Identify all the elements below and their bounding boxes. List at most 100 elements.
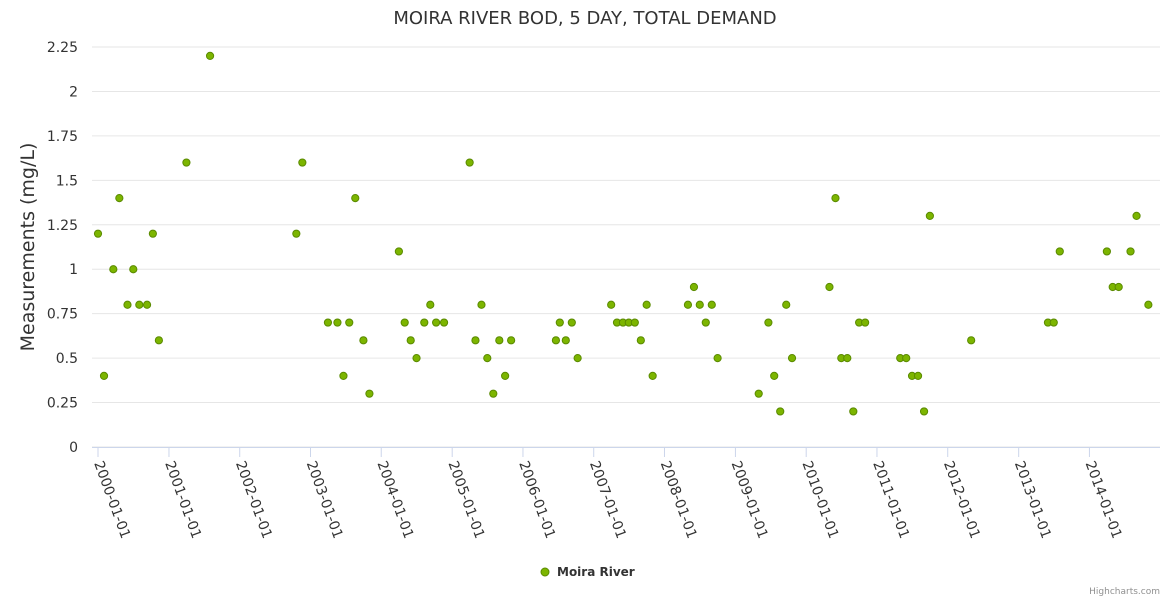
- data-point-27[interactable]: [432, 318, 441, 327]
- data-point-46[interactable]: [630, 318, 639, 327]
- data-point-73[interactable]: [919, 407, 929, 416]
- data-point-14[interactable]: [323, 318, 333, 327]
- data-point-53[interactable]: [701, 318, 710, 327]
- x-tick-label-14: 2014-01-01: [1082, 459, 1125, 541]
- data-point-7[interactable]: [142, 300, 152, 309]
- data-point-12[interactable]: [292, 229, 301, 238]
- credits-link[interactable]: Highcharts.com: [1089, 587, 1160, 597]
- data-point-24[interactable]: [412, 354, 421, 363]
- data-point-68[interactable]: [861, 318, 870, 327]
- data-point-26[interactable]: [426, 300, 435, 309]
- data-point-11[interactable]: [205, 51, 215, 60]
- x-tick-label-2: 2002-01-01: [232, 459, 275, 541]
- data-point-49[interactable]: [648, 371, 657, 380]
- data-point-35[interactable]: [501, 371, 510, 380]
- x-axis: 2000-01-01 2001-01-01 2002-01-01 2003-01-01…: [90, 447, 1160, 541]
- data-point-28[interactable]: [439, 318, 449, 327]
- data-point-23[interactable]: [406, 336, 415, 345]
- data-point-25[interactable]: [420, 318, 429, 327]
- data-point-60[interactable]: [782, 300, 791, 309]
- data-point-72[interactable]: [913, 371, 923, 380]
- data-point-33[interactable]: [489, 389, 498, 398]
- grid-lines: [92, 46, 1160, 448]
- y-tick-label-6: 1.5: [56, 173, 78, 189]
- data-point-56[interactable]: [754, 389, 763, 398]
- data-point-36[interactable]: [507, 336, 516, 345]
- data-point-78[interactable]: [1055, 247, 1064, 256]
- data-point-13[interactable]: [298, 158, 307, 167]
- data-point-41[interactable]: [573, 354, 582, 363]
- legend-label-moira-river[interactable]: Moira River: [557, 565, 635, 579]
- data-point-81[interactable]: [1114, 282, 1123, 292]
- data-point-30[interactable]: [471, 336, 480, 345]
- legend[interactable]: Moira River: [540, 565, 635, 579]
- data-point-82[interactable]: [1126, 247, 1135, 256]
- x-tick-label-5: 2005-01-01: [444, 459, 487, 541]
- data-point-47[interactable]: [636, 336, 645, 345]
- x-tick-label-11: 2011-01-01: [869, 459, 912, 541]
- legend-marker-moira-river: [540, 567, 550, 577]
- data-point-6[interactable]: [135, 300, 144, 309]
- data-point-83[interactable]: [1132, 211, 1141, 220]
- data-point-1[interactable]: [99, 371, 109, 380]
- y-tick-label-0: 0: [69, 440, 78, 456]
- data-point-39[interactable]: [561, 336, 570, 345]
- data-point-32[interactable]: [483, 354, 492, 363]
- data-point-8[interactable]: [148, 229, 157, 238]
- data-point-58[interactable]: [770, 371, 779, 380]
- data-point-63[interactable]: [831, 194, 840, 203]
- data-point-79[interactable]: [1102, 247, 1111, 256]
- data-point-31[interactable]: [477, 300, 486, 309]
- data-point-54[interactable]: [707, 300, 716, 309]
- data-point-34[interactable]: [495, 336, 504, 345]
- data-point-84[interactable]: [1144, 300, 1153, 309]
- x-tick-label-9: 2009-01-01: [728, 459, 771, 541]
- data-point-4[interactable]: [123, 300, 132, 309]
- x-tick-label-1: 2001-01-01: [161, 459, 204, 541]
- data-point-65[interactable]: [843, 354, 852, 363]
- data-point-37[interactable]: [551, 336, 561, 345]
- data-point-38[interactable]: [555, 318, 564, 327]
- data-point-22[interactable]: [400, 318, 409, 327]
- x-tick-label-10: 2010-01-01: [798, 459, 841, 541]
- data-point-16[interactable]: [339, 371, 348, 380]
- chart-title: MOIRA RIVER BOD, 5 DAY, TOTAL DEMAND: [393, 8, 776, 29]
- x-tick-label-6: 2006-01-01: [515, 459, 558, 541]
- data-point-70[interactable]: [902, 354, 911, 363]
- data-point-21[interactable]: [394, 247, 403, 256]
- data-point-75[interactable]: [967, 336, 976, 345]
- data-point-61[interactable]: [787, 354, 797, 363]
- data-point-57[interactable]: [764, 318, 773, 327]
- data-point-5[interactable]: [129, 265, 138, 274]
- data-point-62[interactable]: [825, 282, 834, 292]
- data-point-2[interactable]: [109, 265, 118, 274]
- data-point-40[interactable]: [567, 318, 576, 327]
- data-point-50[interactable]: [683, 300, 693, 309]
- data-point-48[interactable]: [642, 300, 651, 309]
- data-point-20[interactable]: [365, 389, 374, 398]
- data-point-0[interactable]: [93, 229, 103, 238]
- data-point-29[interactable]: [465, 158, 474, 167]
- y-axis-label: Measurements (mg/L): [17, 143, 39, 352]
- data-point-10[interactable]: [182, 158, 191, 167]
- x-tick-label-0: 2000-01-01: [90, 459, 133, 541]
- y-tick-label-7: 1.75: [47, 129, 78, 145]
- data-point-18[interactable]: [351, 194, 360, 203]
- data-point-66[interactable]: [849, 407, 858, 416]
- x-tick-label-3: 2003-01-01: [303, 459, 346, 541]
- data-point-17[interactable]: [345, 318, 354, 327]
- data-point-3[interactable]: [115, 194, 124, 203]
- data-point-59[interactable]: [776, 407, 785, 416]
- data-point-74[interactable]: [925, 211, 934, 220]
- data-point-42[interactable]: [607, 300, 616, 309]
- data-point-77[interactable]: [1049, 318, 1058, 327]
- data-point-19[interactable]: [359, 336, 368, 345]
- data-point-51[interactable]: [689, 282, 699, 292]
- data-point-55[interactable]: [713, 354, 722, 363]
- x-tick-label-12: 2012-01-01: [940, 459, 983, 541]
- x-tick-label-13: 2013-01-01: [1011, 459, 1054, 541]
- y-axis-ticks: 0 0.25 0.5 0.75 1 1.25 1.5 1.75 2 2.25: [47, 40, 78, 456]
- data-point-52[interactable]: [695, 300, 704, 309]
- data-point-15[interactable]: [333, 318, 342, 327]
- data-point-9[interactable]: [154, 336, 163, 345]
